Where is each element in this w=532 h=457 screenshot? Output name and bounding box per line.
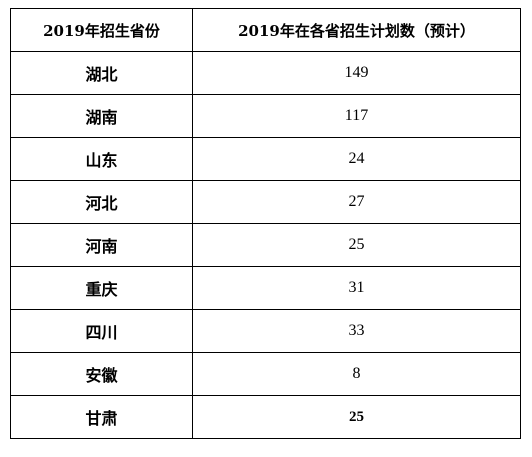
table-row: 河北 27: [10, 180, 521, 224]
table-row: 安徽 8: [10, 352, 521, 396]
province-cell: 山东: [10, 137, 193, 181]
plan-count-cell: 25: [192, 395, 521, 439]
plan-count-cell: 33: [192, 309, 521, 353]
province-cell: 四川: [10, 309, 193, 353]
enrollment-plan-table: 2019年招生省份 2019年在各省招生计划数（预计） 湖北 149 湖南 11…: [10, 8, 521, 439]
table-row: 甘肃 25: [10, 395, 521, 439]
province-cell: 湖北: [10, 51, 193, 95]
plan-count-cell: 149: [192, 51, 521, 95]
plan-count-cell: 117: [192, 94, 521, 138]
province-cell: 重庆: [10, 266, 193, 310]
plan-count-cell: 31: [192, 266, 521, 310]
table-row: 湖南 117: [10, 94, 521, 138]
table-row: 湖北 149: [10, 51, 521, 95]
plan-count-cell: 27: [192, 180, 521, 224]
table-row: 河南 25: [10, 223, 521, 267]
header-plan-count: 2019年在各省招生计划数（预计）: [192, 8, 521, 52]
enrollment-table-container: 2019年招生省份 2019年在各省招生计划数（预计） 湖北 149 湖南 11…: [10, 8, 521, 439]
plan-count-cell: 24: [192, 137, 521, 181]
header-province: 2019年招生省份: [10, 8, 193, 52]
province-cell: 河北: [10, 180, 193, 224]
table-header-row: 2019年招生省份 2019年在各省招生计划数（预计）: [10, 8, 521, 52]
province-cell: 甘肃: [10, 395, 193, 439]
plan-count-cell: 25: [192, 223, 521, 267]
plan-count-cell: 8: [192, 352, 521, 396]
table-row: 山东 24: [10, 137, 521, 181]
province-cell: 安徽: [10, 352, 193, 396]
table-row: 四川 33: [10, 309, 521, 353]
province-cell: 湖南: [10, 94, 193, 138]
table-row: 重庆 31: [10, 266, 521, 310]
province-cell: 河南: [10, 223, 193, 267]
